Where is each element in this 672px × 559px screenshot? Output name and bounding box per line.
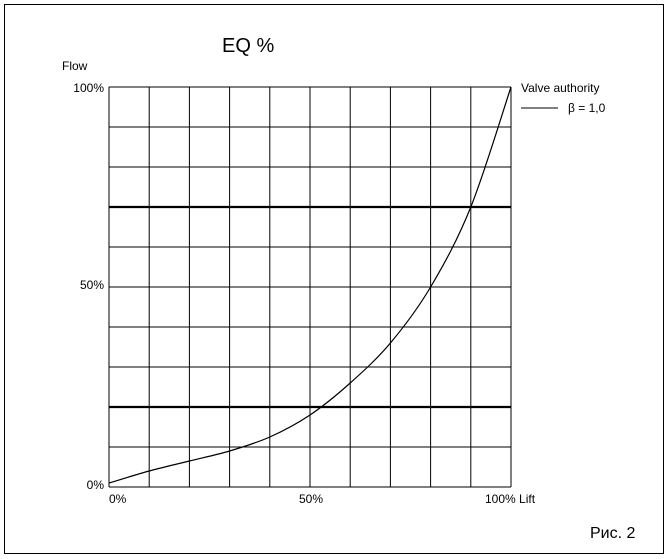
legend-entry-label: β = 1,0 bbox=[568, 101, 606, 115]
y-axis-label: Flow bbox=[62, 59, 88, 73]
x-tick-label-50: 50% bbox=[299, 492, 323, 506]
chart-title: EQ % bbox=[222, 35, 274, 57]
figure-frame bbox=[4, 4, 664, 554]
y-tick-label-100: 100% bbox=[73, 81, 104, 95]
legend-title: Valve authority bbox=[521, 81, 600, 95]
x-tick-label-0: 0% bbox=[109, 492, 127, 506]
grid bbox=[108, 86, 512, 488]
y-tick-label-0: 0% bbox=[87, 478, 105, 492]
series-line-beta-1 bbox=[108, 86, 512, 484]
y-tick-label-50: 50% bbox=[80, 278, 104, 292]
figure-label: Рис. 2 bbox=[590, 525, 636, 542]
x-tick-label-100-lift: 100% Lift bbox=[485, 492, 536, 506]
